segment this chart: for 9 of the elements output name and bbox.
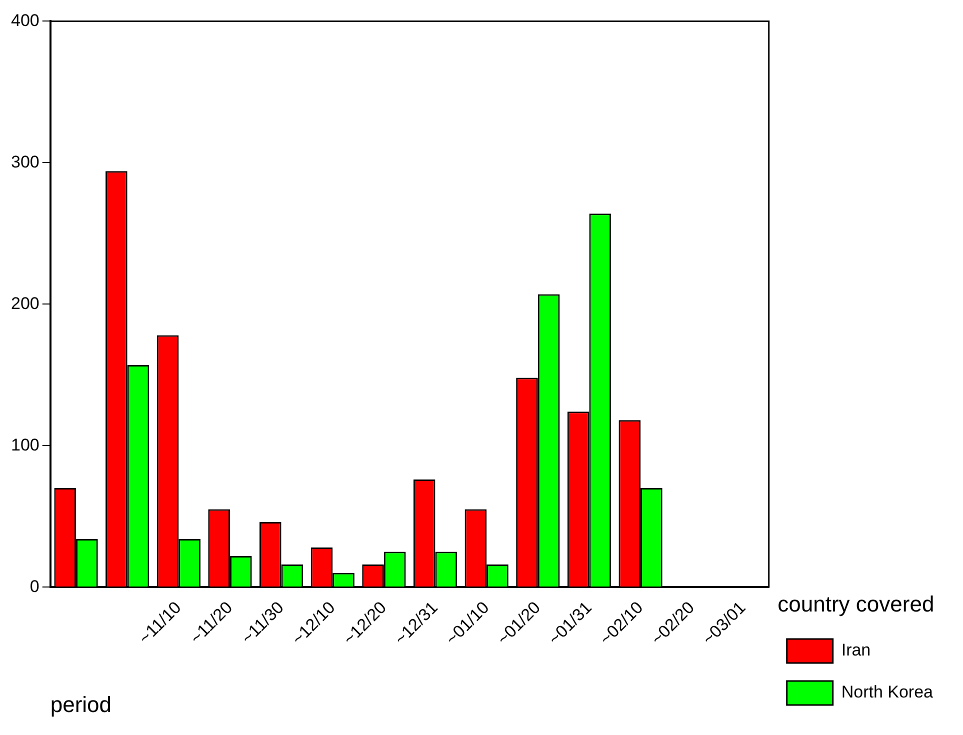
legend-label: North Korea — [841, 682, 934, 702]
y-tick-label: 400 — [10, 10, 40, 30]
y-tick-label: 300 — [10, 152, 40, 172]
x-axis-title: period — [50, 692, 112, 717]
legend-title: country covered — [778, 592, 934, 617]
y-tick-label: 200 — [10, 294, 40, 313]
y-tick-label: 0 — [30, 576, 40, 596]
y-tick-label: 100 — [10, 435, 40, 454]
legend-label: Iran — [841, 640, 871, 660]
